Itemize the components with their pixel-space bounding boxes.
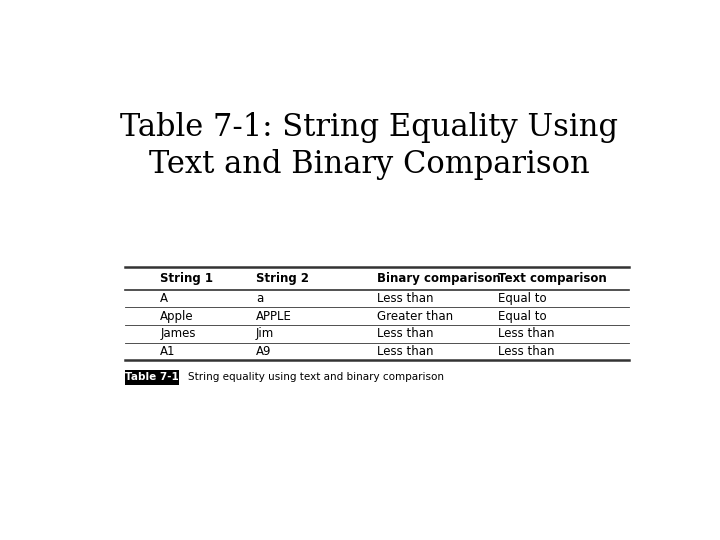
Text: James: James xyxy=(160,327,196,340)
Text: Table 7-1: String Equality Using
Text and Binary Comparison: Table 7-1: String Equality Using Text an… xyxy=(120,112,618,180)
Text: String 1: String 1 xyxy=(160,272,213,285)
Text: Binary comparison: Binary comparison xyxy=(377,272,500,285)
FancyBboxPatch shape xyxy=(125,370,179,385)
Text: A9: A9 xyxy=(256,345,271,358)
Text: Greater than: Greater than xyxy=(377,310,453,323)
Text: Table 7-1: Table 7-1 xyxy=(125,373,179,382)
Text: String 2: String 2 xyxy=(256,272,309,285)
Text: Less than: Less than xyxy=(498,327,554,340)
Text: Jim: Jim xyxy=(256,327,274,340)
Text: Equal to: Equal to xyxy=(498,310,546,323)
Text: Less than: Less than xyxy=(498,345,554,358)
Text: a: a xyxy=(256,292,263,305)
Text: Less than: Less than xyxy=(377,292,433,305)
Text: Apple: Apple xyxy=(160,310,194,323)
Text: Text comparison: Text comparison xyxy=(498,272,606,285)
Text: Equal to: Equal to xyxy=(498,292,546,305)
Text: APPLE: APPLE xyxy=(256,310,292,323)
Text: Less than: Less than xyxy=(377,345,433,358)
Text: A1: A1 xyxy=(160,345,176,358)
Text: A: A xyxy=(160,292,168,305)
Text: Less than: Less than xyxy=(377,327,433,340)
Text: String equality using text and binary comparison: String equality using text and binary co… xyxy=(189,373,444,382)
